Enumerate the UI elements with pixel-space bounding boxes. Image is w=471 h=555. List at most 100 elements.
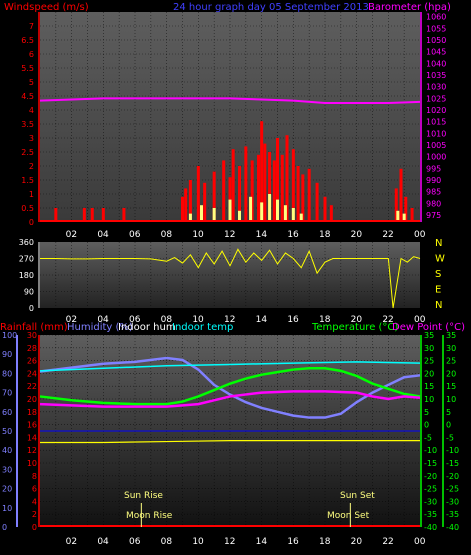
windspeed-tick-label: 4.5 [21, 92, 34, 101]
barometer-axis-title: Barometer (hpa) [368, 2, 451, 13]
rainfall-tick-label: 4 [32, 497, 37, 506]
windspeed-tick-label: 1 [29, 190, 34, 199]
rainfall-tick-label: 28 [27, 344, 37, 353]
compass-label: S [435, 269, 441, 280]
time-tick-label: 22 [382, 537, 393, 547]
series-line [40, 440, 420, 444]
windspeed-bar [54, 208, 58, 222]
barometer-tick-label: 1020 [426, 106, 446, 115]
temperature-tick-label: 35 [446, 331, 456, 340]
humidity-tick-label: 90 [2, 350, 12, 359]
barometer-tick-label: 1060 [426, 13, 446, 22]
time-tick-label: 18 [319, 315, 331, 325]
windspeed-bar [203, 182, 207, 222]
temperature-tick-label: -25 [446, 485, 459, 494]
temperature-tick-label: 30 [446, 344, 456, 353]
humidity-tick-label: 40 [2, 446, 12, 455]
barometer-tick-label: 995 [426, 164, 441, 173]
barometer-tick-label: 1000 [426, 153, 446, 162]
rainfall-tick-label: 0 [32, 523, 37, 532]
windspeed-bar [291, 149, 295, 222]
temperature-tick-label: 35 [424, 331, 434, 340]
windspeed-bar [394, 188, 398, 222]
rainfall-axis-title: Rainfall (mm) [0, 322, 68, 333]
windspeed-bar [276, 138, 279, 222]
time-tick-label: 10 [192, 230, 204, 240]
time-tick-label: 00 [414, 537, 426, 547]
direction-tick-label: 180 [19, 271, 34, 280]
windspeed-bar [181, 196, 184, 222]
windspeed-bar [222, 160, 226, 222]
gust-bar [396, 210, 400, 222]
time-tick-label: 06 [129, 230, 141, 240]
windspeed-bar [244, 146, 248, 222]
barometer-tick-label: 980 [426, 199, 441, 208]
windspeed-bar [257, 154, 260, 222]
rainfall-tick-label: 30 [27, 331, 37, 340]
temperature-tick-label: -35 [424, 510, 437, 519]
gust-bar [228, 199, 232, 222]
windspeed-bar [250, 160, 254, 222]
windspeed-bar [301, 174, 305, 222]
humidity-legend: Humidity (%) [67, 322, 133, 333]
time-tick-label: 22 [382, 230, 393, 240]
sun-set-label: Sun Set [340, 491, 375, 501]
barometer-tick-label: 1015 [426, 118, 446, 127]
windspeed-bar [399, 168, 403, 222]
humidity-tick-label: 0 [2, 523, 7, 532]
windspeed-bar [238, 166, 241, 222]
windspeed-bar [212, 171, 216, 222]
indoor-hum-legend: Indoor hum [118, 322, 176, 333]
gust-bar [212, 208, 216, 222]
barometer-tick-label: 975 [426, 211, 441, 220]
windspeed-bar [307, 168, 311, 222]
time-tick-label: 08 [161, 315, 173, 325]
series-line [39, 390, 421, 408]
temperature-tick-label: 10 [424, 395, 434, 404]
windspeed-bar [184, 188, 188, 222]
compass-label: N [435, 238, 442, 249]
temperature-tick-label: 5 [424, 408, 429, 417]
time-tick-label: 02 [66, 315, 77, 325]
time-tick-label: 06 [129, 537, 141, 547]
windspeed-tick-label: 4 [29, 106, 34, 115]
temperature-tick-label: 10 [446, 395, 456, 404]
windspeed-tick-label: 6 [29, 50, 34, 59]
humidity-tick-label: 60 [2, 408, 12, 417]
humidity-tick-label: 30 [2, 465, 12, 474]
windspeed-bar [280, 154, 284, 222]
temperature-tick-label: -40 [446, 523, 459, 532]
series-line [39, 361, 421, 372]
windspeed-bar [285, 135, 289, 222]
windspeed-bar [272, 160, 276, 222]
time-tick-label: 10 [192, 315, 204, 325]
direction-tick-label: 360 [19, 238, 34, 247]
temperature-tick-label: -25 [424, 485, 437, 494]
windspeed-tick-label: 0 [29, 218, 34, 227]
temperature-tick-label: -35 [446, 510, 459, 519]
temperature-tick-label: -5 [424, 433, 432, 442]
barometer-tick-label: 1045 [426, 48, 446, 57]
time-tick-label: 00 [414, 230, 426, 240]
time-tick-label: 10 [192, 537, 204, 547]
time-tick-label: 18 [319, 537, 331, 547]
time-tick-label: 08 [161, 537, 173, 547]
windspeed-tick-label: 3.5 [21, 120, 34, 129]
time-tick-label: 12 [224, 537, 235, 547]
rainfall-tick-label: 2 [32, 510, 37, 519]
temperature-tick-label: -10 [446, 446, 459, 455]
windspeed-bar [404, 196, 408, 222]
rainfall-tick-label: 22 [27, 382, 37, 391]
time-tick-label: 02 [66, 230, 77, 240]
temperature-tick-label: 30 [424, 344, 434, 353]
barometer-tick-label: 1035 [426, 71, 446, 80]
windspeed-bar [101, 208, 105, 222]
rainfall-tick-label: 26 [27, 357, 37, 366]
temperature-tick-label: -15 [446, 459, 459, 468]
temperature-tick-label: 5 [446, 408, 451, 417]
moon-set-label: Moon Set [327, 511, 370, 521]
windspeed-bar [196, 166, 200, 222]
direction-line [40, 248, 421, 309]
barometer-tick-label: 1030 [426, 83, 446, 92]
